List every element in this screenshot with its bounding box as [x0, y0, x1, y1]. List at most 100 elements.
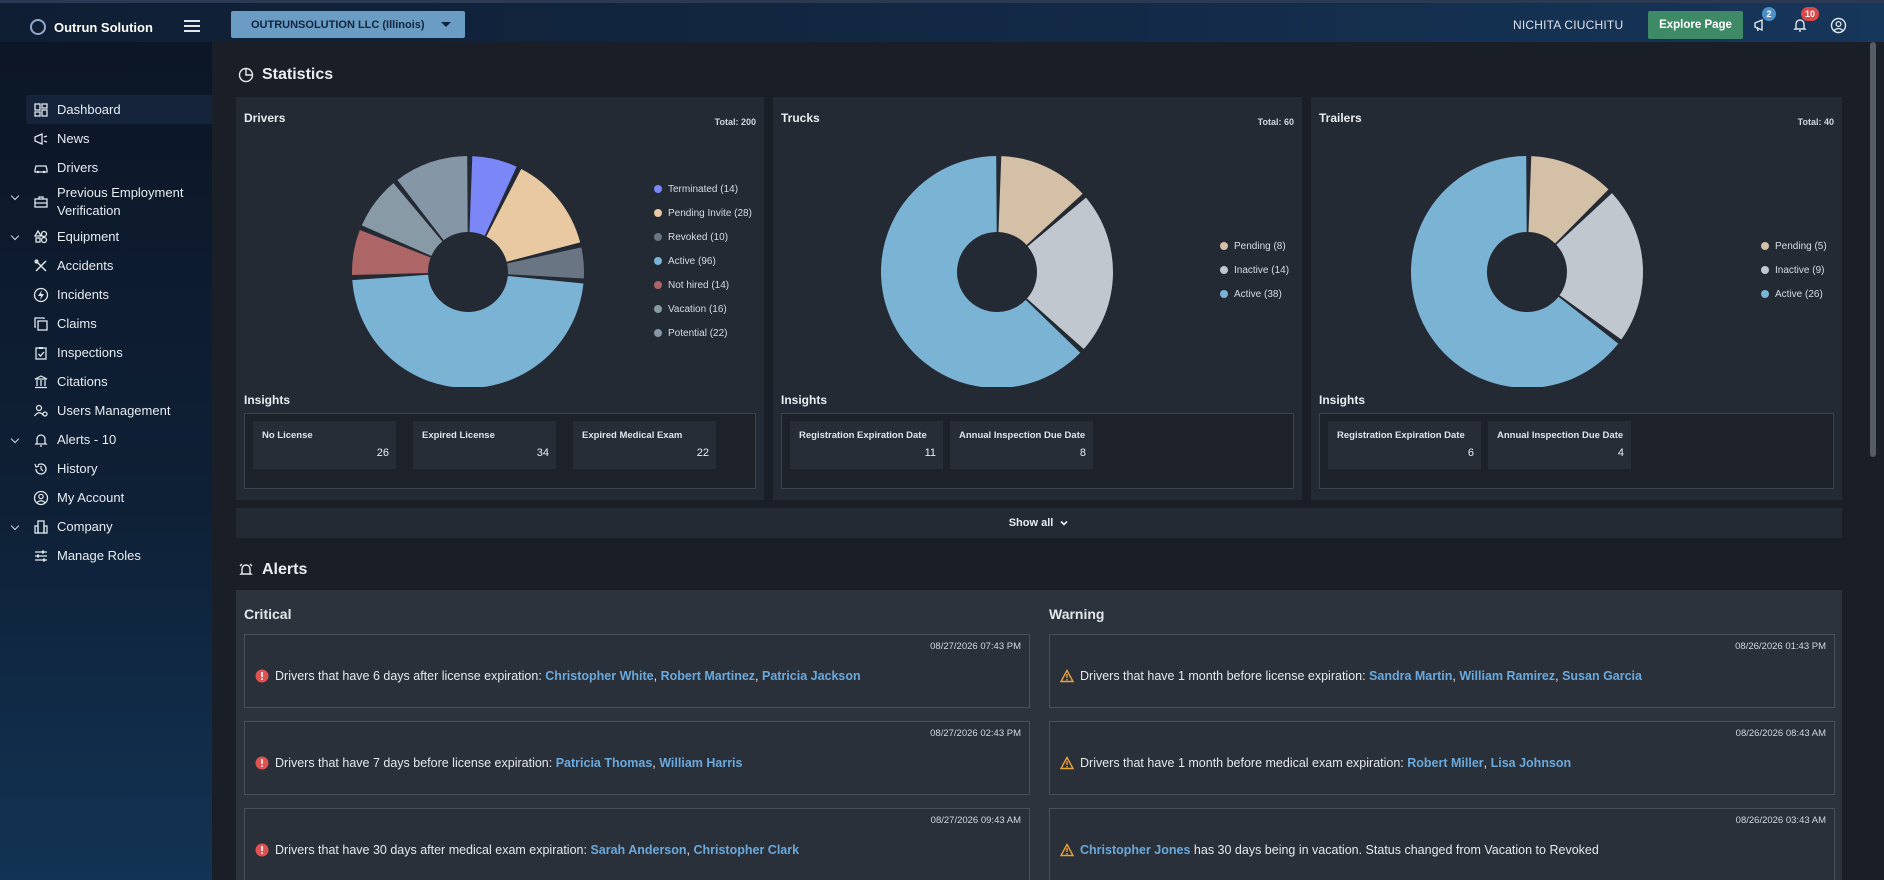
account-circle-icon[interactable]: [1829, 16, 1847, 34]
chevron-down-icon[interactable]: [10, 521, 20, 531]
warning-alert-card[interactable]: 08/26/2026 01:43 PM Drivers that have 1 m…: [1049, 634, 1835, 708]
sidebar-item-claims[interactable]: Claims: [0, 309, 212, 338]
card-title: Trailers: [1319, 111, 1362, 125]
donut-slice-vacation[interactable]: [361, 183, 443, 256]
notification-bell-icon[interactable]: 10: [1791, 7, 1820, 34]
sidebar-item-accidents[interactable]: Accidents: [0, 251, 212, 280]
legend-dot-icon: [654, 305, 662, 313]
explore-page-button[interactable]: Explore Page: [1648, 11, 1743, 39]
legend-item[interactable]: Active (26): [1761, 282, 1827, 306]
donut-slice-revoked[interactable]: [507, 247, 584, 279]
legend-item[interactable]: Not hired (14): [654, 273, 752, 297]
insight-tile[interactable]: Registration Expiration Date 11: [790, 421, 943, 469]
sidebar-item-drivers[interactable]: Drivers: [0, 153, 212, 182]
driver-link[interactable]: Patricia Jackson: [761, 669, 861, 683]
donut-slice-terminated[interactable]: [469, 156, 517, 236]
donut-slice-pending[interactable]: [1528, 156, 1609, 244]
chevron-down-icon[interactable]: [10, 434, 20, 444]
donut-slice-active[interactable]: [352, 274, 584, 387]
driver-link[interactable]: Sarah Anderson: [590, 843, 687, 857]
page-scrollbar[interactable]: [1870, 42, 1876, 457]
sidebar-item-previous-employment[interactable]: Previous Employment Verification: [0, 182, 212, 222]
legend-item[interactable]: Pending (8): [1220, 234, 1289, 258]
car-icon: [33, 160, 49, 176]
driver-link[interactable]: Christopher White: [545, 669, 654, 683]
sidebar-item-equipment[interactable]: Equipment: [0, 222, 212, 251]
courthouse-icon: [33, 374, 49, 390]
driver-link[interactable]: Christopher Clark: [693, 843, 800, 857]
donut-slice-pending-invite[interactable]: [486, 168, 581, 262]
insight-tile[interactable]: Expired Medical Exam 22: [573, 421, 716, 469]
alert-timestamp: 08/26/2026 01:43 PM: [1735, 641, 1826, 652]
driver-link[interactable]: Patricia Thomas: [555, 756, 653, 770]
legend-item[interactable]: Inactive (14): [1220, 258, 1289, 282]
donut-slice-not-hired[interactable]: [352, 230, 431, 275]
chevron-down-icon[interactable]: [10, 231, 20, 241]
alert-text-suffix: has 30 days being in vacation. Status ch…: [1190, 843, 1599, 857]
insight-tile[interactable]: Annual Inspection Due Date 4: [1488, 421, 1631, 469]
alert-text: Drivers that have 1 month before license…: [1080, 669, 1642, 683]
sidebar-item-company[interactable]: Company: [0, 512, 212, 541]
insight-tile[interactable]: Expired License 34: [413, 421, 556, 469]
insight-label: Annual Inspection Due Date: [959, 430, 1086, 441]
donut-slice-inactive[interactable]: [1026, 197, 1113, 350]
driver-link[interactable]: Christopher Jones: [1080, 843, 1191, 857]
critical-alert-card[interactable]: 08/27/2026 02:43 PM Drivers that have 7 d…: [244, 721, 1030, 795]
legend-label: Active (26): [1775, 288, 1823, 300]
warning-alert-card[interactable]: 08/26/2026 03:43 AM Christopher Jones has…: [1049, 808, 1835, 880]
driver-link[interactable]: Lisa Johnson: [1490, 756, 1572, 770]
critical-alert-card[interactable]: 08/27/2026 09:43 AM Drivers that have 30 …: [244, 808, 1030, 880]
insight-tile[interactable]: No License 26: [253, 421, 396, 469]
sidebar-item-label: News: [57, 131, 90, 146]
insight-tile[interactable]: Annual Inspection Due Date 8: [950, 421, 1093, 469]
insight-label: No License: [262, 430, 313, 441]
donut-slice-active[interactable]: [881, 156, 1081, 387]
donut-slice-active[interactable]: [1411, 156, 1619, 387]
sidebar-item-users-management[interactable]: Users Management: [0, 396, 212, 425]
donut-slice-pending[interactable]: [998, 156, 1083, 246]
driver-link[interactable]: Robert Miller: [1407, 756, 1484, 770]
news-megaphone-icon[interactable]: 2: [1752, 7, 1776, 34]
company-select[interactable]: OUTRUNSOLUTION LLC (Illinois): [231, 11, 465, 38]
legend-item[interactable]: Potential (22): [654, 321, 752, 345]
sidebar-item-dashboard[interactable]: Dashboard: [26, 95, 212, 124]
card-title: Drivers: [244, 111, 286, 125]
sidebar-item-citations[interactable]: Citations: [0, 367, 212, 396]
donut-chart-trucks: [881, 156, 1113, 387]
brand[interactable]: Outrun Solution: [30, 19, 153, 35]
legend-item[interactable]: Pending Invite (28): [654, 201, 752, 225]
donut-slice-potential[interactable]: [397, 156, 468, 241]
legend-item[interactable]: Vacation (16): [654, 297, 752, 321]
driver-link[interactable]: William Harris: [659, 756, 743, 770]
legend-item[interactable]: Active (96): [654, 249, 752, 273]
sidebar-item-alerts-10[interactable]: Alerts - 10: [0, 425, 212, 454]
legend-item[interactable]: Pending (5): [1761, 234, 1827, 258]
insight-tile[interactable]: Registration Expiration Date 6: [1328, 421, 1481, 469]
menu-toggle-icon[interactable]: [184, 20, 200, 32]
separator: ,: [652, 756, 660, 770]
driver-link[interactable]: Sandra Martin: [1369, 669, 1453, 683]
chevron-down-icon[interactable]: [10, 191, 20, 201]
sidebar-item-history[interactable]: History: [0, 454, 212, 483]
legend-item[interactable]: Revoked (10): [654, 225, 752, 249]
sidebar-item-manage-roles[interactable]: Manage Roles: [0, 541, 212, 570]
sidebar-item-news[interactable]: News: [0, 124, 212, 153]
sidebar-item-incidents[interactable]: Incidents: [0, 280, 212, 309]
critical-alert-card[interactable]: 08/27/2026 07:43 PM Drivers that have 6 d…: [244, 634, 1030, 708]
sidebar-item-label: Users Management: [57, 403, 171, 418]
legend-dot-icon: [654, 185, 662, 193]
legend-item[interactable]: Active (38): [1220, 282, 1289, 306]
legend-item[interactable]: Terminated (14): [654, 177, 752, 201]
donut-slice-inactive[interactable]: [1556, 193, 1643, 340]
legend-item[interactable]: Inactive (9): [1761, 258, 1827, 282]
sidebar-item-my-account[interactable]: My Account: [0, 483, 212, 512]
alert-message: Drivers that have 6 days after license e…: [255, 669, 861, 683]
driver-link[interactable]: Susan Garcia: [1562, 669, 1642, 683]
alert-timestamp: 08/27/2026 07:43 PM: [930, 641, 1021, 652]
show-all-button[interactable]: Show all: [236, 508, 1842, 538]
driver-link[interactable]: Robert Martinez: [660, 669, 756, 683]
warning-alert-card[interactable]: 08/26/2026 08:43 AM Drivers that have 1 m…: [1049, 721, 1835, 795]
sidebar-item-inspections[interactable]: Inspections: [0, 338, 212, 367]
driver-link[interactable]: William Ramirez: [1459, 669, 1556, 683]
error-circle-icon: [255, 756, 269, 770]
